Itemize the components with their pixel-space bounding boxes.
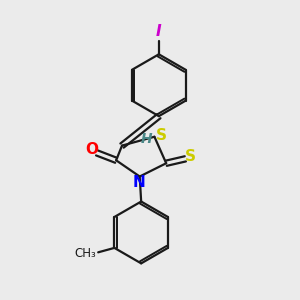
- Text: H: H: [141, 132, 153, 146]
- Text: CH₃: CH₃: [74, 247, 96, 260]
- Text: I: I: [156, 24, 162, 39]
- Text: N: N: [133, 176, 146, 190]
- Text: O: O: [85, 142, 98, 158]
- Text: S: S: [185, 149, 196, 164]
- Text: S: S: [155, 128, 167, 143]
